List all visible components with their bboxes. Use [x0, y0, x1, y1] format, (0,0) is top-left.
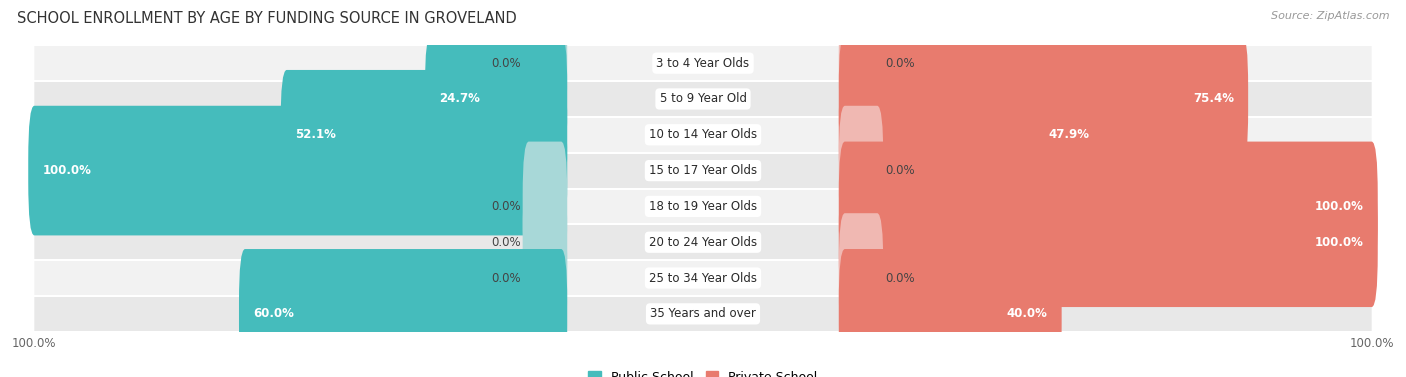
Text: 5 to 9 Year Old: 5 to 9 Year Old	[659, 92, 747, 106]
FancyBboxPatch shape	[839, 0, 883, 128]
Text: 35 Years and over: 35 Years and over	[650, 307, 756, 320]
Legend: Public School, Private School: Public School, Private School	[583, 366, 823, 377]
Text: 60.0%: 60.0%	[253, 307, 294, 320]
FancyBboxPatch shape	[839, 249, 1062, 377]
Text: Source: ZipAtlas.com: Source: ZipAtlas.com	[1271, 11, 1389, 21]
Text: 100.0%: 100.0%	[42, 164, 91, 177]
FancyBboxPatch shape	[839, 178, 1378, 307]
Text: 0.0%: 0.0%	[886, 57, 915, 70]
Text: SCHOOL ENROLLMENT BY AGE BY FUNDING SOURCE IN GROVELAND: SCHOOL ENROLLMENT BY AGE BY FUNDING SOUR…	[17, 11, 516, 26]
FancyBboxPatch shape	[523, 178, 567, 307]
Text: 18 to 19 Year Olds: 18 to 19 Year Olds	[650, 200, 756, 213]
FancyBboxPatch shape	[839, 213, 883, 343]
Text: 52.1%: 52.1%	[295, 128, 336, 141]
Text: 0.0%: 0.0%	[491, 271, 520, 285]
FancyBboxPatch shape	[34, 224, 1372, 260]
Text: 100.0%: 100.0%	[1315, 200, 1364, 213]
FancyBboxPatch shape	[34, 260, 1372, 296]
Text: 0.0%: 0.0%	[886, 271, 915, 285]
Text: 3 to 4 Year Olds: 3 to 4 Year Olds	[657, 57, 749, 70]
FancyBboxPatch shape	[839, 70, 1104, 199]
Text: 25 to 34 Year Olds: 25 to 34 Year Olds	[650, 271, 756, 285]
FancyBboxPatch shape	[28, 106, 567, 235]
Text: 0.0%: 0.0%	[491, 236, 520, 249]
Text: 24.7%: 24.7%	[439, 92, 479, 106]
Text: 10 to 14 Year Olds: 10 to 14 Year Olds	[650, 128, 756, 141]
FancyBboxPatch shape	[34, 188, 1372, 224]
FancyBboxPatch shape	[523, 0, 567, 128]
Text: 15 to 17 Year Olds: 15 to 17 Year Olds	[650, 164, 756, 177]
Text: 100.0%: 100.0%	[1315, 236, 1364, 249]
FancyBboxPatch shape	[281, 70, 567, 199]
FancyBboxPatch shape	[839, 34, 1249, 164]
Text: 0.0%: 0.0%	[491, 200, 520, 213]
Text: 47.9%: 47.9%	[1047, 128, 1090, 141]
Text: 20 to 24 Year Olds: 20 to 24 Year Olds	[650, 236, 756, 249]
FancyBboxPatch shape	[839, 106, 883, 235]
FancyBboxPatch shape	[239, 249, 567, 377]
FancyBboxPatch shape	[34, 296, 1372, 332]
FancyBboxPatch shape	[34, 81, 1372, 117]
FancyBboxPatch shape	[34, 45, 1372, 81]
Text: 0.0%: 0.0%	[491, 57, 520, 70]
FancyBboxPatch shape	[523, 142, 567, 271]
FancyBboxPatch shape	[839, 142, 1378, 271]
FancyBboxPatch shape	[34, 117, 1372, 153]
FancyBboxPatch shape	[34, 153, 1372, 188]
Text: 40.0%: 40.0%	[1007, 307, 1047, 320]
Text: 75.4%: 75.4%	[1192, 92, 1234, 106]
FancyBboxPatch shape	[425, 34, 567, 164]
FancyBboxPatch shape	[523, 213, 567, 343]
Text: 0.0%: 0.0%	[886, 164, 915, 177]
